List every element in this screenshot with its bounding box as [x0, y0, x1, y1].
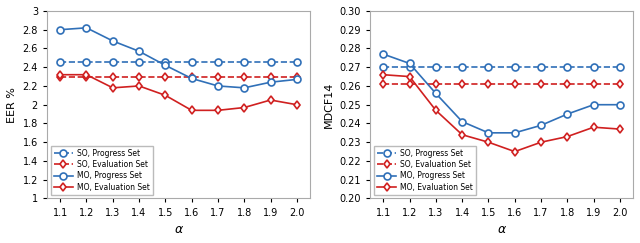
SO, Evaluation Set: [161, 75, 169, 78]
SO, Evaluation Set: [109, 75, 116, 78]
MO, Progress Set: [616, 103, 624, 106]
Line: MO, Progress Set: MO, Progress Set: [380, 51, 623, 136]
MO, Evaluation Set: [56, 73, 64, 76]
MO, Progress Set: [563, 113, 571, 115]
SO, Progress Set: [214, 60, 222, 63]
MO, Evaluation Set: [83, 73, 90, 76]
MO, Evaluation Set: [267, 99, 275, 102]
SO, Evaluation Set: [616, 83, 624, 86]
SO, Progress Set: [161, 60, 169, 63]
Line: SO, Progress Set: SO, Progress Set: [57, 58, 300, 65]
MO, Evaluation Set: [188, 109, 195, 112]
MO, Progress Set: [432, 92, 440, 95]
MO, Progress Set: [214, 85, 222, 87]
MO, Progress Set: [537, 124, 545, 127]
MO, Progress Set: [109, 40, 116, 43]
MO, Evaluation Set: [293, 103, 301, 106]
SO, Progress Set: [293, 60, 301, 63]
MO, Progress Set: [135, 50, 143, 53]
MO, Progress Set: [511, 131, 518, 134]
SO, Progress Set: [511, 66, 518, 69]
SO, Evaluation Set: [241, 75, 248, 78]
Y-axis label: MDCF14: MDCF14: [324, 81, 334, 128]
SO, Progress Set: [109, 60, 116, 63]
MO, Progress Set: [56, 28, 64, 31]
Line: SO, Evaluation Set: SO, Evaluation Set: [380, 81, 623, 87]
MO, Evaluation Set: [563, 135, 571, 138]
SO, Evaluation Set: [293, 75, 301, 78]
Line: MO, Evaluation Set: MO, Evaluation Set: [380, 72, 623, 155]
Legend: SO, Progress Set, SO, Evaluation Set, MO, Progress Set, MO, Evaluation Set: SO, Progress Set, SO, Evaluation Set, MO…: [374, 146, 476, 195]
MO, Evaluation Set: [537, 141, 545, 144]
MO, Evaluation Set: [484, 141, 492, 144]
MO, Evaluation Set: [406, 75, 413, 78]
MO, Evaluation Set: [241, 106, 248, 109]
SO, Evaluation Set: [537, 83, 545, 86]
MO, Evaluation Set: [432, 109, 440, 112]
MO, Evaluation Set: [135, 85, 143, 87]
X-axis label: α: α: [174, 223, 182, 236]
SO, Evaluation Set: [406, 83, 413, 86]
SO, Progress Set: [241, 60, 248, 63]
SO, Progress Set: [590, 66, 598, 69]
SO, Evaluation Set: [458, 83, 466, 86]
SO, Progress Set: [432, 66, 440, 69]
MO, Evaluation Set: [214, 109, 222, 112]
MO, Progress Set: [241, 86, 248, 89]
Line: MO, Progress Set: MO, Progress Set: [57, 24, 300, 91]
SO, Evaluation Set: [432, 83, 440, 86]
SO, Progress Set: [563, 66, 571, 69]
Legend: SO, Progress Set, SO, Evaluation Set, MO, Progress Set, MO, Evaluation Set: SO, Progress Set, SO, Evaluation Set, MO…: [51, 146, 153, 195]
SO, Progress Set: [537, 66, 545, 69]
MO, Progress Set: [293, 78, 301, 81]
SO, Evaluation Set: [83, 75, 90, 78]
Line: SO, Progress Set: SO, Progress Set: [380, 64, 623, 71]
SO, Progress Set: [380, 66, 387, 69]
SO, Progress Set: [267, 60, 275, 63]
SO, Evaluation Set: [511, 83, 518, 86]
Y-axis label: EER %: EER %: [7, 87, 17, 123]
SO, Evaluation Set: [56, 75, 64, 78]
SO, Evaluation Set: [135, 75, 143, 78]
X-axis label: α: α: [497, 223, 506, 236]
SO, Progress Set: [56, 60, 64, 63]
MO, Evaluation Set: [590, 126, 598, 129]
MO, Progress Set: [188, 77, 195, 80]
MO, Evaluation Set: [380, 73, 387, 76]
MO, Progress Set: [406, 62, 413, 65]
MO, Progress Set: [380, 53, 387, 56]
SO, Progress Set: [188, 60, 195, 63]
SO, Progress Set: [135, 60, 143, 63]
SO, Evaluation Set: [563, 83, 571, 86]
MO, Progress Set: [161, 64, 169, 67]
SO, Progress Set: [616, 66, 624, 69]
MO, Progress Set: [458, 120, 466, 123]
MO, Evaluation Set: [161, 94, 169, 97]
SO, Progress Set: [458, 66, 466, 69]
MO, Evaluation Set: [616, 128, 624, 130]
SO, Progress Set: [406, 66, 413, 69]
MO, Evaluation Set: [458, 133, 466, 136]
SO, Evaluation Set: [380, 83, 387, 86]
Line: MO, Evaluation Set: MO, Evaluation Set: [57, 72, 300, 113]
SO, Progress Set: [83, 60, 90, 63]
MO, Progress Set: [590, 103, 598, 106]
SO, Progress Set: [484, 66, 492, 69]
Line: SO, Evaluation Set: SO, Evaluation Set: [57, 73, 300, 80]
SO, Evaluation Set: [484, 83, 492, 86]
MO, Evaluation Set: [109, 86, 116, 89]
MO, Progress Set: [484, 131, 492, 134]
MO, Progress Set: [267, 81, 275, 84]
SO, Evaluation Set: [214, 75, 222, 78]
MO, Evaluation Set: [511, 150, 518, 153]
SO, Evaluation Set: [590, 83, 598, 86]
SO, Evaluation Set: [188, 75, 195, 78]
SO, Evaluation Set: [267, 75, 275, 78]
MO, Progress Set: [83, 26, 90, 29]
